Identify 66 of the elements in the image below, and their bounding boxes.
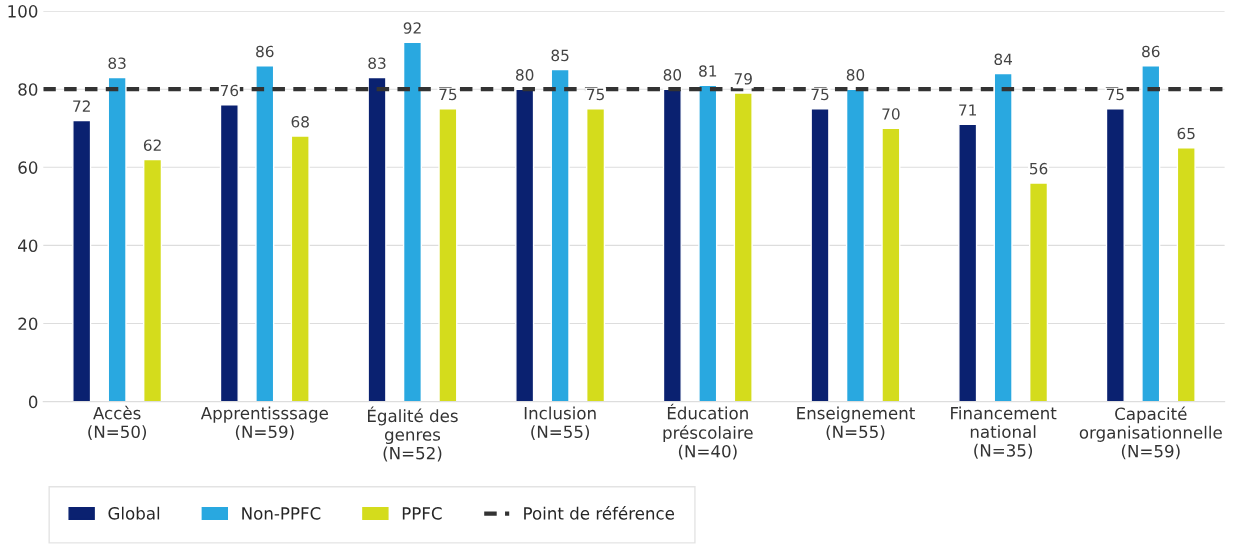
data-label: 80 [516,69,534,81]
data-label: 84 [994,53,1012,66]
data-label: 83 [368,57,386,69]
data-label: 86 [1142,45,1160,58]
bar [1176,147,1196,402]
y-tick-label: 40 [18,239,38,252]
bar [698,84,718,402]
bar [1105,108,1125,402]
data-label: 65 [1177,127,1195,140]
data-label: 70 [882,108,900,120]
data-label: 81 [699,65,717,77]
bar [810,108,830,402]
data-label: 75 [587,88,604,101]
data-label: 71 [959,104,976,116]
x-tick-label: Inclusion (N=55) [524,406,596,441]
bar [662,88,682,402]
bar [1029,182,1049,402]
data-label: 62 [143,139,161,151]
x-tick-label: Enseignement (N=55) [797,406,915,441]
x-tick-label: Éducation préscolaire (N=40) [663,403,753,460]
bar [219,104,239,402]
x-tick-label: Égalité des genres (N=52) [368,406,458,462]
x-tick-label: Accès (N=50) [88,405,147,441]
data-label: 72 [73,100,90,112]
data-label: 80 [663,69,682,81]
bar [993,72,1013,402]
bar [290,135,310,402]
data-label: 68 [291,115,309,128]
x-tick-label: Apprentisssage (N=59) [200,406,328,441]
y-tick-label: 0 [28,395,38,409]
legend-label: Non-PPFC [242,507,321,520]
bar [881,127,901,402]
bar [845,88,866,402]
bar [1141,65,1161,402]
data-label: 56 [1030,162,1048,175]
legend-label: PPFC [402,507,442,520]
data-label: 75 [811,88,829,101]
y-tick-label: 100 [8,5,38,18]
bar [586,108,606,402]
bar [143,158,163,402]
x-tick-label: Capacité organisationnelle (N=59) [1079,406,1222,460]
bar [550,68,570,402]
bar [255,65,275,402]
y-tick-label: 20 [18,317,38,331]
legend-label: Point de référence [524,506,675,520]
x-tick-label: Financement national (N=35) [951,406,1057,459]
legend-label: Global [108,506,160,520]
data-label: 75 [1106,88,1124,101]
data-label: 80 [846,69,865,81]
data-label: 85 [551,49,569,62]
bar [72,119,92,402]
data-label: 75 [439,88,457,101]
data-label: 92 [403,22,421,34]
bar [367,76,387,402]
y-tick-label: 80 [18,83,38,96]
bar [733,92,753,402]
bar [958,123,978,402]
bar [107,76,127,402]
data-label: 83 [108,57,126,69]
bar [515,88,535,402]
bar [438,108,458,402]
bar [402,41,423,402]
y-tick-label: 60 [18,161,38,174]
data-label: 86 [256,45,274,58]
data-label: 79 [734,73,752,85]
data-label: 76 [220,84,239,97]
